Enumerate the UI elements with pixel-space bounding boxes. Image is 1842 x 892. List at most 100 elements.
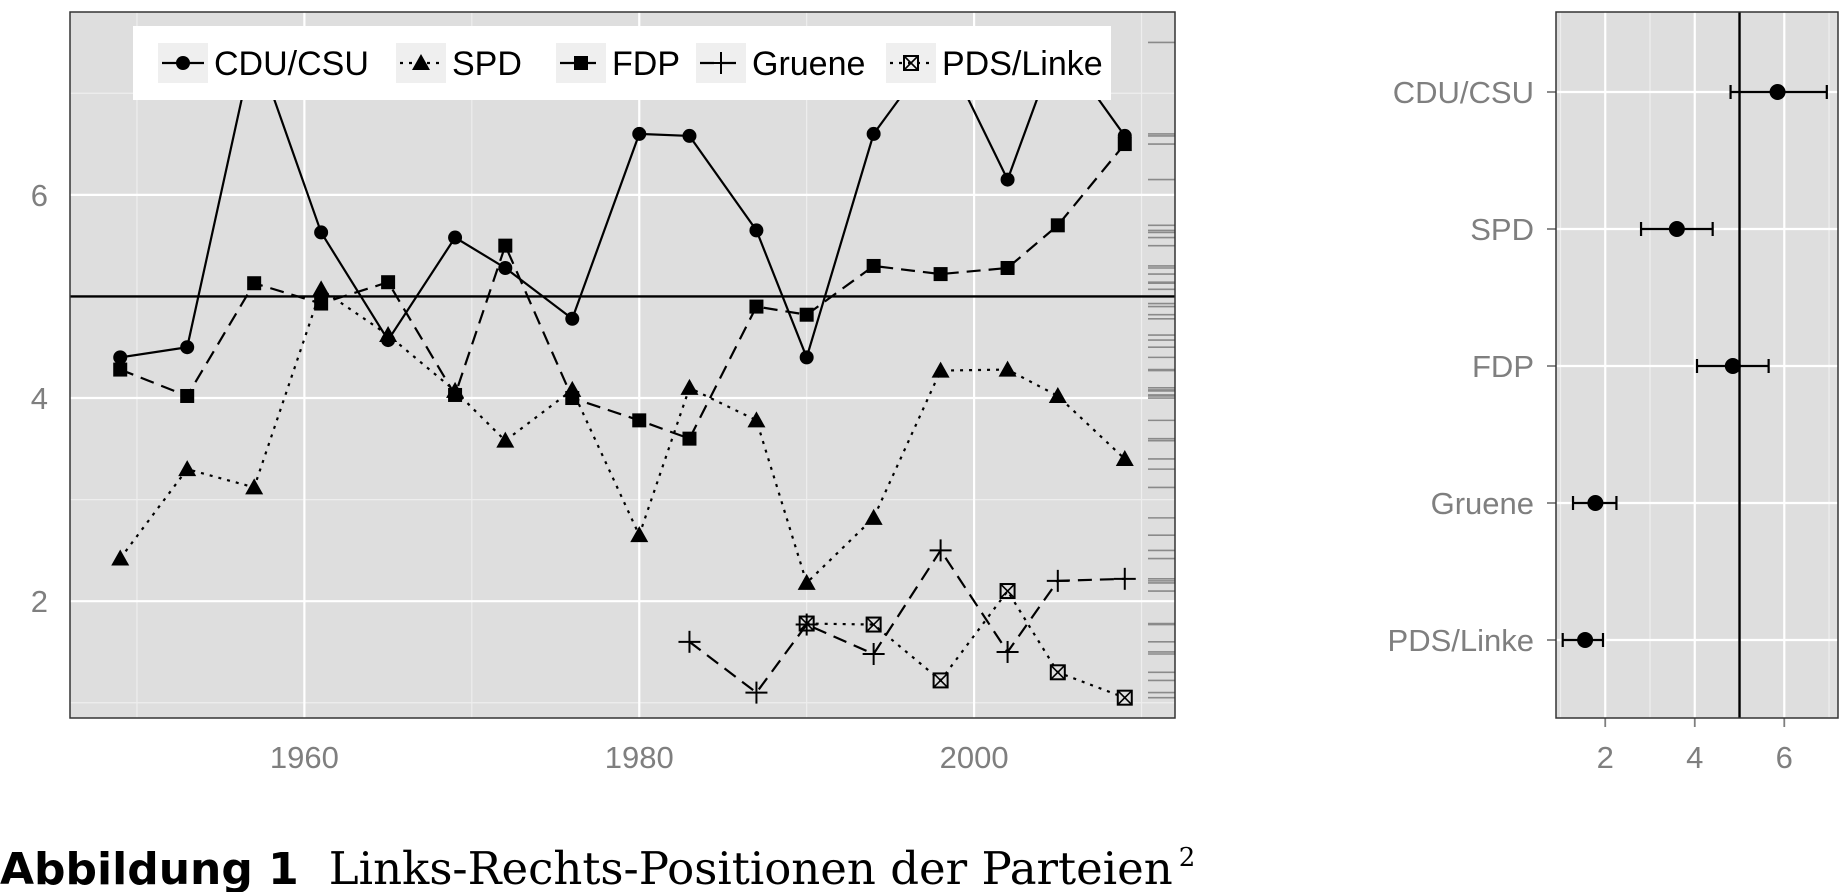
data-point — [678, 630, 701, 653]
legend-marker — [710, 52, 732, 74]
caption-footnote: 2 — [1179, 843, 1196, 873]
data-point — [448, 230, 463, 245]
errorbar-gruene — [1571, 495, 1618, 511]
x-tick-label: 6 — [1776, 740, 1793, 775]
legend-marker — [574, 56, 588, 70]
data-point — [312, 280, 331, 297]
data-point — [180, 388, 195, 403]
category-label: PDS/Linke — [1388, 623, 1534, 658]
y-tick-label: 4 — [31, 381, 48, 416]
data-point — [747, 411, 766, 428]
legend-item: Gruene — [696, 43, 865, 83]
data-point — [749, 299, 764, 314]
series-line — [806, 589, 1126, 699]
data-point — [745, 681, 768, 704]
series-group — [70, 35, 1175, 706]
data-point — [565, 311, 580, 326]
data-point — [498, 238, 513, 253]
x-tick-label: 1980 — [605, 740, 674, 775]
data-point — [1113, 567, 1136, 590]
data-point — [379, 326, 398, 343]
time-series-panel: 2 4 6 1960 1980 2000 — [31, 11, 1176, 775]
data-point — [113, 350, 128, 365]
x-tick-label: 1960 — [270, 740, 339, 775]
legend-marker — [176, 56, 190, 70]
legend-label: PDS/Linke — [942, 45, 1103, 83]
data-point — [1117, 137, 1132, 152]
data-point — [630, 526, 649, 543]
data-point — [929, 539, 952, 562]
category-label: FDP — [1472, 349, 1534, 384]
legend-box — [133, 26, 1111, 100]
series-line — [688, 548, 1125, 695]
data-point — [113, 362, 128, 377]
legend-item: SPD — [396, 43, 522, 83]
data-point — [933, 267, 948, 282]
mean-point — [1769, 84, 1786, 100]
data-point — [498, 260, 513, 275]
data-point — [496, 431, 515, 448]
legend-item: CDU/CSU — [158, 43, 369, 83]
data-point — [799, 307, 814, 322]
data-point — [111, 549, 130, 566]
data-point — [680, 378, 699, 395]
data-point — [864, 508, 883, 525]
data-point — [565, 391, 580, 406]
legend-label: Gruene — [752, 45, 865, 83]
series-fdp — [113, 137, 1132, 446]
data-point — [448, 387, 463, 402]
y-tick-label: 2 — [31, 584, 48, 619]
party-mean-panel: CDU/CSU SPD FDP Gruene PDS/Linke 2 4 6 — [1388, 11, 1839, 775]
legend-marker — [903, 55, 919, 71]
category-label: SPD — [1470, 212, 1534, 247]
data-point — [932, 672, 949, 689]
data-point — [682, 128, 697, 143]
mean-point — [1724, 358, 1741, 374]
data-point — [1000, 260, 1015, 275]
data-point — [1116, 689, 1133, 706]
data-point — [1050, 218, 1065, 233]
data-point — [998, 360, 1017, 377]
data-point — [1000, 172, 1015, 187]
caption-label: Abbildung 1 — [0, 844, 299, 892]
legend-label: SPD — [452, 45, 522, 83]
x-tick-label: 2000 — [940, 740, 1009, 775]
legend-marker — [412, 54, 430, 70]
legend: CDU/CSU SPD FDP Gruene PDS/Linke — [133, 26, 1111, 100]
errorbar-cdu-csu — [1729, 84, 1828, 100]
data-point — [866, 258, 881, 273]
y-tick-label: 6 — [31, 178, 48, 213]
legend-item: FDP — [556, 43, 680, 83]
data-point — [865, 616, 882, 633]
data-point — [999, 583, 1016, 600]
data-point — [798, 615, 815, 632]
data-point — [632, 413, 647, 428]
data-point — [1048, 386, 1067, 403]
data-point — [245, 478, 264, 495]
legend-item: PDS/Linke — [886, 43, 1103, 83]
data-point — [797, 573, 816, 590]
x-tick-label: 4 — [1686, 740, 1703, 775]
data-point — [1049, 664, 1066, 681]
data-point — [314, 296, 329, 311]
data-point — [632, 126, 647, 141]
data-point — [749, 223, 764, 238]
data-point — [314, 225, 329, 240]
data-point — [862, 643, 885, 666]
mean-point — [1587, 495, 1604, 511]
caption-text: Links-Rechts-Positionen der Parteien — [329, 842, 1173, 892]
data-point — [381, 275, 396, 290]
errorbar-fdp — [1695, 358, 1770, 374]
legend-label: CDU/CSU — [214, 45, 369, 83]
data-point — [996, 640, 1019, 663]
legend-label: FDP — [612, 45, 680, 83]
x-tick-label: 2 — [1597, 740, 1614, 775]
data-point — [180, 340, 195, 355]
mean-point — [1668, 221, 1685, 237]
errorbar-pds-linke — [1561, 632, 1605, 648]
svg-text:Abbildung 1 Links-Rechts: Abbildung 1 Links-Rechts-Positionen der … — [0, 842, 1195, 892]
plot-border — [69, 11, 1176, 719]
category-label: Gruene — [1431, 486, 1534, 521]
figure-caption: Abbildung 1 Links-Rechts-Positionen der … — [0, 842, 1195, 892]
